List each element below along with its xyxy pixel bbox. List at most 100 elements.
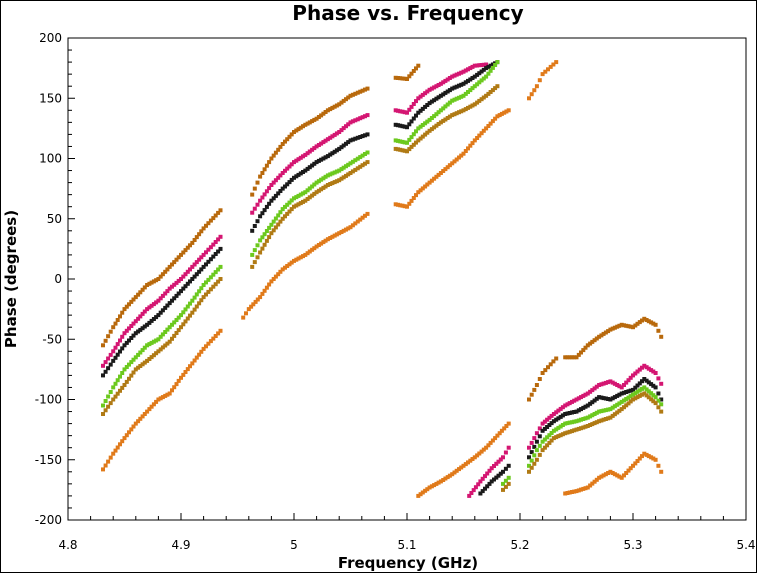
data-point bbox=[218, 277, 223, 281]
data-point bbox=[558, 424, 563, 429]
data-point bbox=[443, 78, 448, 83]
data-point bbox=[537, 452, 542, 457]
data-point bbox=[579, 350, 583, 355]
data-point bbox=[558, 433, 563, 438]
y-tick-label: -150 bbox=[35, 453, 62, 467]
data-point bbox=[204, 250, 208, 255]
data-point bbox=[588, 341, 593, 346]
data-point bbox=[452, 159, 457, 164]
data-point bbox=[142, 285, 147, 290]
data-point bbox=[271, 228, 276, 233]
data-point bbox=[475, 453, 480, 458]
data-point bbox=[151, 353, 156, 358]
x-axis: 4.8 4.9 5 5.1 5.2 5.3 5.4 bbox=[58, 513, 756, 552]
data-point bbox=[443, 104, 448, 109]
data-point bbox=[490, 65, 495, 70]
data-point bbox=[122, 367, 127, 372]
data-point bbox=[656, 376, 661, 381]
data-point bbox=[396, 123, 400, 128]
data-point bbox=[472, 63, 477, 68]
data-point bbox=[469, 491, 474, 495]
data-point bbox=[495, 433, 500, 438]
data-point bbox=[393, 138, 398, 143]
data-point bbox=[434, 174, 439, 179]
data-point bbox=[296, 256, 301, 261]
data-point bbox=[405, 125, 409, 130]
data-point bbox=[319, 241, 324, 246]
data-point bbox=[396, 138, 400, 143]
data-point bbox=[603, 396, 608, 401]
data-point bbox=[103, 360, 108, 365]
data-point bbox=[436, 110, 441, 115]
data-point bbox=[501, 487, 505, 492]
data-point bbox=[532, 88, 537, 93]
data-point bbox=[133, 367, 138, 372]
data-point bbox=[626, 395, 631, 400]
data-point bbox=[484, 126, 489, 131]
data-point bbox=[285, 137, 290, 142]
data-point bbox=[529, 440, 534, 445]
data-point bbox=[402, 140, 407, 145]
data-point bbox=[597, 383, 602, 387]
data-point bbox=[467, 493, 472, 498]
data-point bbox=[267, 201, 272, 206]
data-point bbox=[118, 442, 122, 447]
data-point bbox=[540, 428, 545, 433]
data-point bbox=[570, 490, 574, 494]
data-point bbox=[312, 182, 317, 187]
data-point bbox=[443, 167, 448, 172]
data-point bbox=[409, 104, 414, 109]
data-point bbox=[337, 130, 342, 134]
data-point bbox=[565, 421, 570, 426]
data-point bbox=[608, 327, 613, 332]
data-point bbox=[103, 399, 108, 403]
data-point bbox=[339, 230, 344, 234]
data-point bbox=[457, 110, 461, 115]
data-point bbox=[101, 412, 105, 416]
data-point bbox=[176, 378, 181, 383]
data-point bbox=[418, 136, 423, 141]
data-point bbox=[165, 289, 170, 294]
data-point bbox=[206, 277, 211, 282]
data-point bbox=[192, 295, 197, 300]
data-point bbox=[251, 302, 256, 307]
data-point bbox=[314, 144, 319, 149]
data-point bbox=[644, 393, 649, 398]
data-point bbox=[640, 392, 644, 397]
data-point bbox=[472, 102, 477, 107]
data-point bbox=[556, 416, 561, 421]
data-point bbox=[631, 387, 635, 392]
data-point bbox=[447, 163, 452, 168]
data-point bbox=[264, 204, 269, 209]
data-point bbox=[463, 91, 468, 96]
data-point bbox=[585, 343, 590, 348]
data-point bbox=[328, 172, 333, 177]
data-point bbox=[192, 262, 197, 267]
data-point bbox=[560, 432, 565, 437]
data-point bbox=[216, 279, 221, 284]
data-point bbox=[450, 98, 455, 103]
data-point bbox=[283, 168, 287, 173]
data-point bbox=[325, 183, 330, 187]
data-point bbox=[339, 128, 344, 133]
data-point bbox=[316, 188, 321, 193]
data-point bbox=[167, 391, 172, 396]
data-point bbox=[563, 421, 568, 426]
data-point bbox=[283, 204, 287, 209]
data-point bbox=[494, 461, 499, 466]
data-point bbox=[454, 157, 459, 162]
data-point bbox=[160, 332, 165, 337]
data-point bbox=[330, 134, 335, 139]
data-point bbox=[477, 71, 482, 76]
data-point bbox=[617, 384, 622, 389]
data-point bbox=[445, 165, 450, 170]
data-point bbox=[287, 209, 292, 214]
data-point bbox=[185, 367, 190, 372]
data-point bbox=[466, 105, 470, 110]
data-point bbox=[118, 388, 122, 393]
data-point bbox=[160, 272, 165, 277]
data-point bbox=[365, 160, 370, 165]
data-point bbox=[429, 178, 434, 183]
data-point bbox=[574, 409, 579, 414]
